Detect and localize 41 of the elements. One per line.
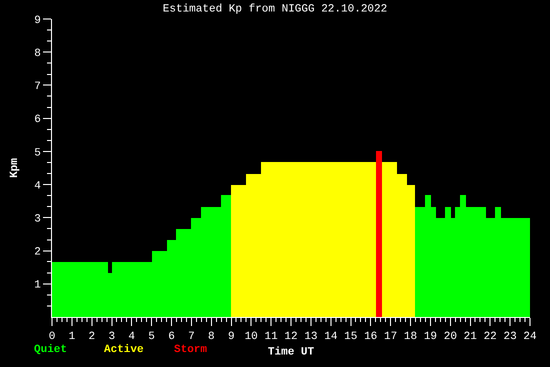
x-tick-label: 10 bbox=[244, 331, 258, 344]
y-tick-label: 9 bbox=[34, 14, 41, 27]
x-tick-label: 5 bbox=[148, 331, 155, 344]
x-tick-label: 11 bbox=[264, 331, 278, 344]
y-tick-label: 4 bbox=[34, 180, 42, 192]
x-tick-label: 23 bbox=[503, 331, 517, 344]
x-tick-label: 1 bbox=[68, 331, 76, 344]
x-tick-label: 16 bbox=[364, 331, 378, 344]
bar bbox=[376, 151, 382, 317]
text: Quiet bbox=[34, 344, 68, 356]
x-tick-label: 9 bbox=[228, 331, 235, 344]
x-tick-label: 21 bbox=[464, 331, 478, 344]
text: Active bbox=[104, 344, 144, 356]
y-tick-label: 8 bbox=[34, 48, 41, 60]
x-tick-label: 19 bbox=[424, 331, 438, 344]
x-tick-label: 20 bbox=[444, 331, 457, 344]
x-tick-label: 0 bbox=[48, 331, 56, 344]
x-tick-label: 15 bbox=[344, 331, 358, 344]
x-tick-label: 12 bbox=[284, 331, 298, 344]
y-tick-label: 2 bbox=[34, 246, 41, 259]
x-tick-label: 18 bbox=[404, 331, 418, 344]
x-tick-label: 2 bbox=[88, 331, 96, 344]
x-tick-label: 17 bbox=[384, 331, 398, 344]
y-tick-label: 6 bbox=[34, 114, 41, 126]
y-tick-label: 3 bbox=[34, 214, 41, 226]
x-tick-label: 6 bbox=[168, 331, 175, 344]
y-tick-label: 7 bbox=[34, 81, 41, 94]
y-tick-label: 1 bbox=[34, 280, 42, 292]
chart-title: Estimated Kp from NIGGG 22.10.2022 bbox=[162, 4, 388, 16]
y-tick-label: 5 bbox=[34, 147, 41, 160]
x-tick-label: 7 bbox=[188, 331, 195, 344]
y-axis-title: Kpm bbox=[8, 158, 21, 178]
x-tick-label: 22 bbox=[484, 331, 497, 344]
x-tick-label: 8 bbox=[208, 331, 215, 344]
x-axis-title: Time UT bbox=[268, 346, 314, 358]
text: Storm bbox=[174, 344, 208, 356]
x-tick-label: 3 bbox=[108, 331, 116, 344]
x-tick-label: 4 bbox=[128, 331, 136, 344]
x-tick-label: 24 bbox=[523, 331, 537, 344]
x-tick-label: 14 bbox=[324, 331, 338, 344]
x-tick-label: 13 bbox=[304, 331, 318, 344]
